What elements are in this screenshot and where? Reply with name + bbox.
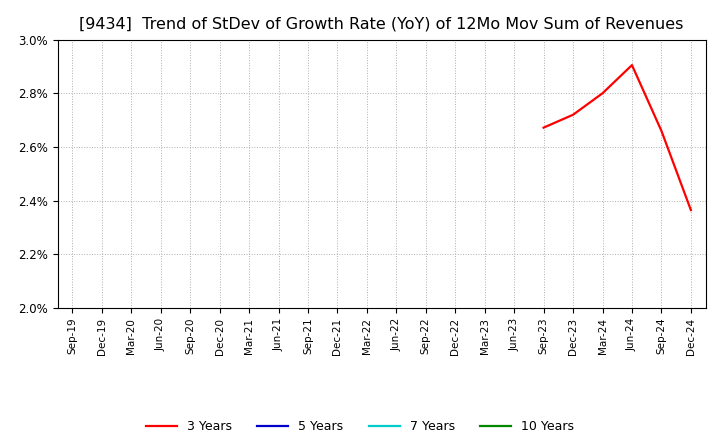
Line: 3 Years: 3 Years [544, 65, 691, 210]
3 Years [539, 125, 548, 130]
Title: [9434]  Trend of StDev of Growth Rate (YoY) of 12Mo Mov Sum of Revenues: [9434] Trend of StDev of Growth Rate (Yo… [79, 16, 684, 32]
3 Years [657, 128, 666, 133]
3 Years [569, 112, 577, 117]
Legend: 3 Years, 5 Years, 7 Years, 10 Years: 3 Years, 5 Years, 7 Years, 10 Years [141, 415, 579, 438]
3 Years [628, 62, 636, 68]
3 Years [598, 91, 607, 96]
3 Years [687, 207, 696, 213]
